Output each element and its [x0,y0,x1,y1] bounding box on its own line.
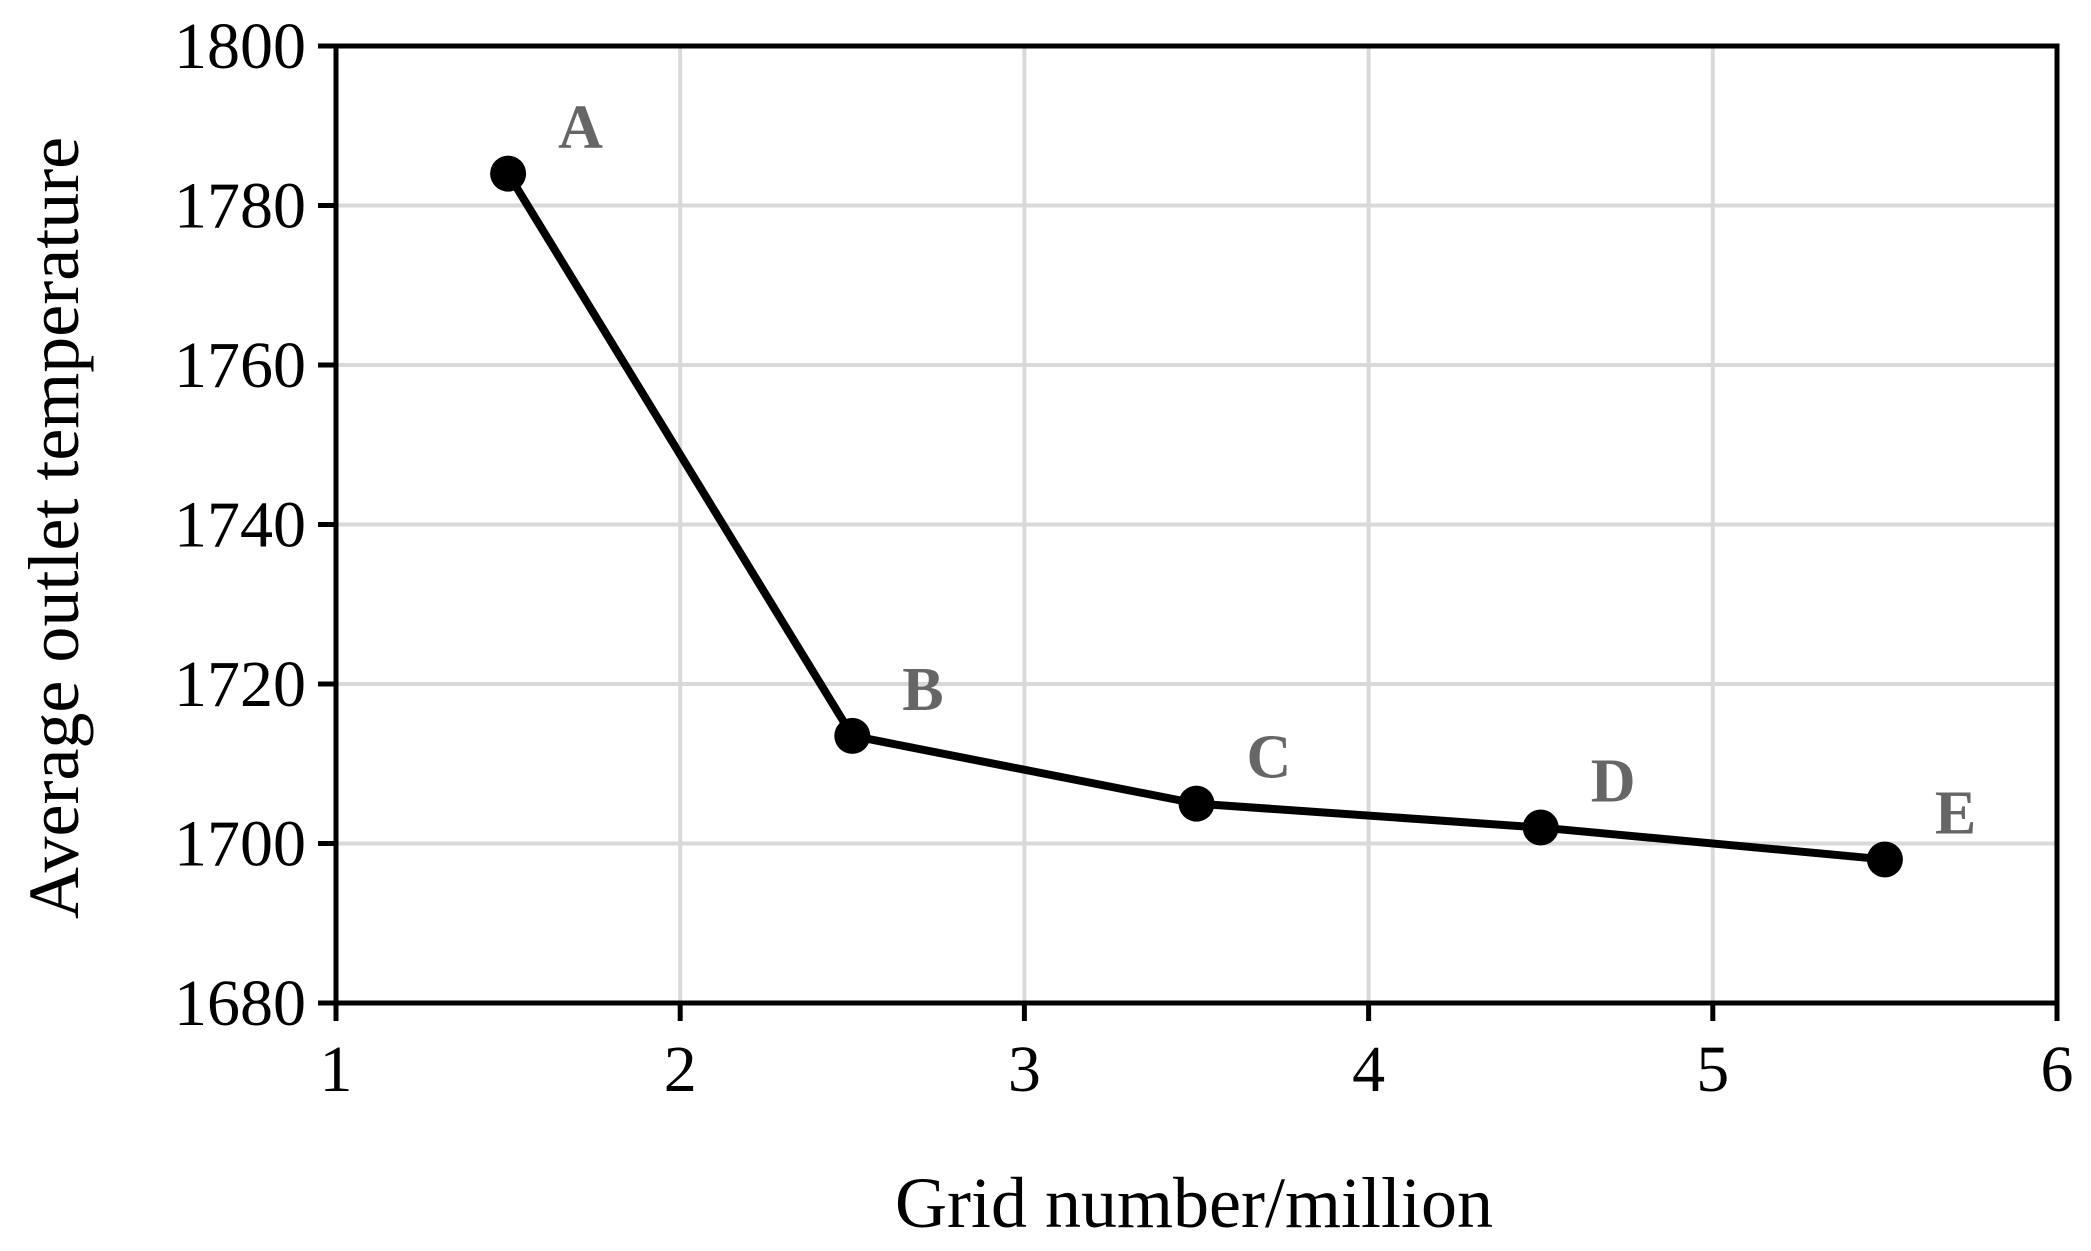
x-tick-label: 5 [1696,1033,1729,1106]
y-tick-label: 1700 [174,808,306,881]
x-tick-label: 6 [2041,1033,2074,1106]
y-tick-label: 1720 [174,648,306,721]
grid-lines [336,46,2057,1003]
x-tick-label: 4 [1352,1033,1385,1106]
data-point [490,155,527,192]
point-label: E [1935,779,1976,847]
axes [318,43,2060,1021]
x-tick-label: 3 [1008,1033,1041,1106]
data-point [834,717,871,754]
point-label: C [1247,724,1292,792]
y-tick-label: 1800 [174,10,306,83]
tick-labels: 1680 1700 1720 1740 1760 1780 1800 1 2 3 4 5 6 [174,10,2074,1106]
data-point [1178,785,1215,822]
y-tick-label: 1740 [174,489,306,562]
x-tick-label: 2 [664,1033,697,1106]
point-label: B [902,656,943,724]
data-point [1866,841,1903,878]
series [490,155,1903,878]
y-axis-title: Average outlet temperature [14,137,94,919]
y-tick-label: 1760 [174,329,306,402]
y-tick-label: 1680 [174,967,306,1040]
y-tick-label: 1780 [174,170,306,243]
x-axis-title: Grid number/million [895,1163,1493,1243]
x-tick-label: 1 [320,1033,353,1106]
point-label: A [558,94,603,162]
point-labels: A B C D E [558,94,1976,848]
data-point [1522,809,1559,846]
point-label: D [1591,748,1636,816]
